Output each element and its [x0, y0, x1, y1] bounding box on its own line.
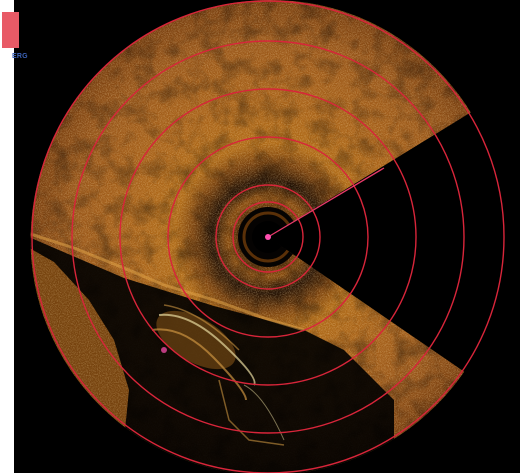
right-margin: [520, 0, 528, 473]
range-ring: [119, 88, 417, 386]
sonar-image: [30, 0, 505, 473]
bearing-line[interactable]: [267, 167, 385, 238]
range-ring: [215, 184, 321, 290]
legend-label: ERG: [12, 53, 28, 60]
range-ring: [31, 0, 505, 473]
sonar-display[interactable]: [14, 0, 520, 473]
left-margin: [0, 0, 14, 473]
range-ring: [71, 40, 465, 434]
legend-color-swatch: [2, 12, 19, 48]
range-ring: [232, 201, 304, 273]
wreck-target: [151, 304, 285, 446]
range-rings: [31, 0, 505, 473]
center-marker: [265, 234, 271, 240]
range-ring: [167, 136, 369, 338]
